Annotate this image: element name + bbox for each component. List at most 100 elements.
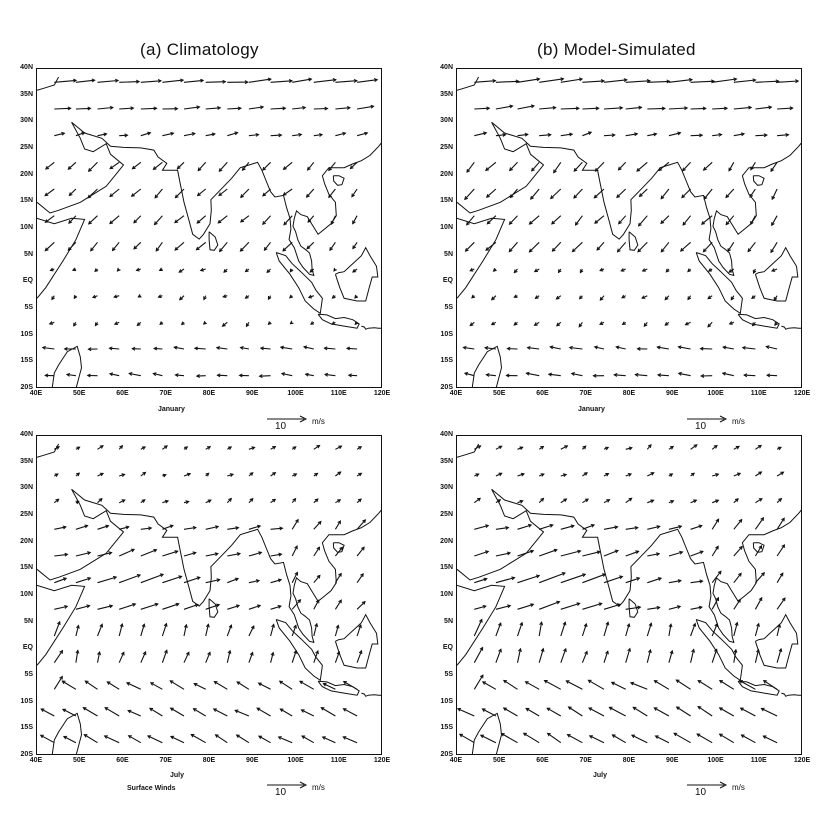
wind-vector-head bbox=[737, 572, 742, 577]
wind-vector bbox=[668, 580, 681, 584]
wind-vector-head bbox=[498, 445, 503, 450]
wind-vector bbox=[305, 373, 314, 377]
wind-vector-head bbox=[238, 373, 243, 378]
wind-vector bbox=[240, 215, 250, 223]
wind-vector bbox=[248, 604, 261, 610]
wind-vector-head bbox=[634, 132, 639, 137]
wind-vector-head bbox=[162, 473, 167, 478]
wind-vector bbox=[733, 133, 745, 137]
wind-vector-head bbox=[692, 622, 697, 627]
wind-vector-head bbox=[661, 106, 666, 111]
wind-vector-head bbox=[314, 498, 319, 503]
wind-vector-head bbox=[278, 133, 283, 138]
wind-vector-head bbox=[218, 168, 223, 173]
wind-vector bbox=[357, 105, 374, 110]
wind-vector bbox=[603, 526, 618, 530]
wind-vector-head bbox=[196, 192, 201, 197]
wind-vector-head bbox=[670, 500, 675, 504]
wind-vector-head bbox=[618, 220, 622, 225]
wind-vector bbox=[40, 734, 55, 744]
wind-vector-head bbox=[778, 647, 783, 653]
wind-vector bbox=[552, 241, 562, 252]
wind-vector-head bbox=[700, 221, 705, 225]
wind-vector-head bbox=[342, 708, 347, 712]
wind-vector-head bbox=[546, 732, 551, 737]
wind-vector bbox=[495, 445, 502, 450]
longitude-tick-label: 50E bbox=[493, 757, 506, 764]
wind-vector-head bbox=[526, 345, 531, 350]
wind-vector-head bbox=[676, 605, 682, 609]
wind-vector bbox=[90, 241, 98, 252]
wind-vector bbox=[162, 79, 184, 83]
wind-vector-head bbox=[552, 105, 557, 110]
wind-vector-head bbox=[263, 246, 268, 252]
wind-vector-head bbox=[295, 518, 299, 523]
wind-vector-head bbox=[127, 735, 132, 739]
wind-vector bbox=[343, 681, 358, 690]
wind-vector bbox=[109, 188, 120, 197]
wind-vector-head bbox=[308, 77, 313, 82]
wind-vector-head bbox=[557, 269, 562, 274]
wind-vector bbox=[485, 161, 497, 171]
wind-vector-head bbox=[498, 648, 502, 653]
wind-vector-head bbox=[458, 733, 464, 738]
wind-vector-head bbox=[218, 192, 223, 197]
wind-vector-head bbox=[64, 552, 69, 557]
wind-vector-head bbox=[249, 651, 254, 656]
latitude-tick-label: 10N bbox=[440, 224, 453, 231]
wind-vector-head bbox=[298, 132, 303, 137]
longitude-tick-label: 60E bbox=[536, 390, 549, 397]
wind-vector bbox=[682, 215, 692, 226]
wind-vector-head bbox=[748, 105, 753, 110]
wind-vector bbox=[357, 79, 378, 83]
wind-vector bbox=[630, 682, 648, 690]
wind-vector-head bbox=[108, 346, 113, 351]
wind-vector bbox=[582, 80, 605, 83]
wind-vector-head bbox=[678, 525, 683, 529]
wind-vector bbox=[517, 105, 535, 110]
wind-vector bbox=[216, 347, 228, 350]
wind-vector-head bbox=[587, 679, 592, 684]
wind-vector bbox=[329, 241, 336, 251]
wind-vector-head bbox=[124, 133, 129, 138]
wind-vector-head bbox=[520, 472, 525, 477]
wind-vector-head bbox=[131, 346, 136, 351]
wind-vector-head bbox=[599, 267, 604, 272]
wind-vector-head bbox=[664, 296, 669, 301]
longitude-tick-label: 50E bbox=[493, 390, 506, 397]
wind-vector bbox=[313, 575, 321, 584]
wind-vector-head bbox=[258, 551, 263, 555]
wind-vector-head bbox=[170, 131, 175, 136]
wind-vector bbox=[356, 573, 364, 584]
coastline bbox=[361, 325, 381, 330]
map-panel-january-model bbox=[456, 68, 802, 388]
wind-vector bbox=[183, 526, 196, 530]
wind-vector bbox=[546, 707, 562, 717]
wind-vector bbox=[457, 708, 475, 717]
wind-vector bbox=[129, 372, 141, 377]
wind-vector-head bbox=[553, 169, 557, 174]
wind-vector-head bbox=[771, 222, 775, 227]
wind-vector bbox=[197, 188, 207, 197]
wind-vector bbox=[97, 445, 104, 450]
wind-vector-head bbox=[324, 106, 329, 111]
wind-vector bbox=[647, 499, 654, 504]
wind-vector-head bbox=[696, 733, 701, 738]
wind-vector-head bbox=[217, 219, 222, 224]
reference-value: 10 bbox=[695, 787, 707, 798]
wind-vector bbox=[719, 707, 735, 717]
wind-vector bbox=[126, 682, 142, 690]
latitude-tick-label: EQ bbox=[22, 277, 33, 285]
wind-vector bbox=[352, 241, 358, 249]
wind-vector-head bbox=[174, 219, 179, 224]
wind-vector-head bbox=[698, 605, 703, 610]
wind-vector-head bbox=[87, 106, 92, 111]
wind-vector-head bbox=[152, 372, 157, 377]
wind-vector bbox=[301, 735, 315, 744]
wind-vector-head bbox=[62, 577, 68, 582]
wind-vector-head bbox=[471, 294, 476, 299]
coastline bbox=[334, 246, 379, 302]
wind-vector bbox=[625, 648, 631, 663]
wind-vector-head bbox=[257, 735, 263, 740]
wind-vector-head bbox=[641, 295, 646, 299]
